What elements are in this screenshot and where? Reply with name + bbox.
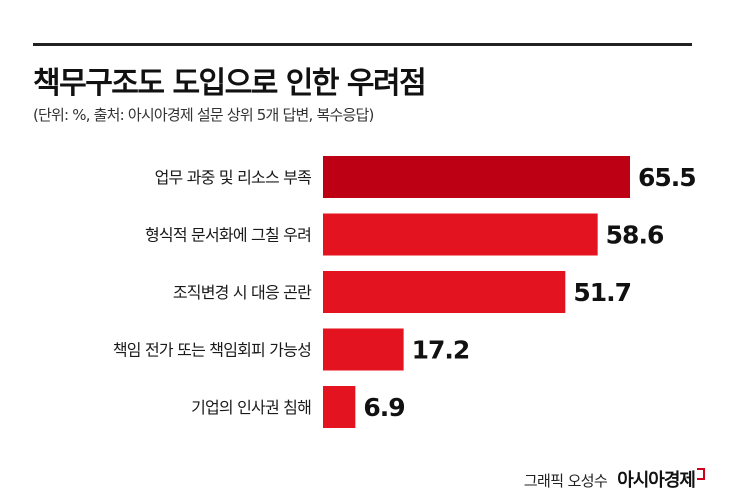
chart-title: 책무구조도 도입으로 인한 우려점 xyxy=(33,66,427,101)
bar xyxy=(323,156,630,198)
value-label: 65.5 xyxy=(638,163,696,192)
value-label: 51.7 xyxy=(573,278,631,307)
chart-subtitle: (단위: %, 출처: 아시아경제 설문 상위 5개 답변, 복수응답) xyxy=(33,106,374,124)
category-label: 조직변경 시 대응 곤란 xyxy=(173,283,312,302)
brand-mark-icon xyxy=(697,468,705,480)
category-label: 업무 과중 및 리소스 부족 xyxy=(155,168,311,187)
category-label: 책임 전가 또는 책임회피 가능성 xyxy=(113,341,311,360)
value-label: 6.9 xyxy=(363,393,404,422)
value-label: 58.6 xyxy=(606,221,664,250)
bar xyxy=(323,386,356,428)
bar-chart: 업무 과중 및 리소스 부족 65.5 형식적 문서화에 그칠 우려 58.6 조직변경… xyxy=(113,156,697,428)
brand-logo: 아시아경제 xyxy=(617,470,696,491)
footer: 그래픽 오성수 아시아경제 xyxy=(524,466,705,492)
title-rule xyxy=(33,43,692,46)
value-label: 17.2 xyxy=(412,336,470,365)
bar xyxy=(323,328,404,371)
bar xyxy=(323,271,566,313)
graphic-credit: 그래픽 오성수 xyxy=(523,472,608,490)
category-label: 기업의 인사권 침해 xyxy=(191,398,311,417)
category-label: 형식적 문서화에 그칠 우려 xyxy=(145,226,311,245)
bar xyxy=(323,213,598,256)
